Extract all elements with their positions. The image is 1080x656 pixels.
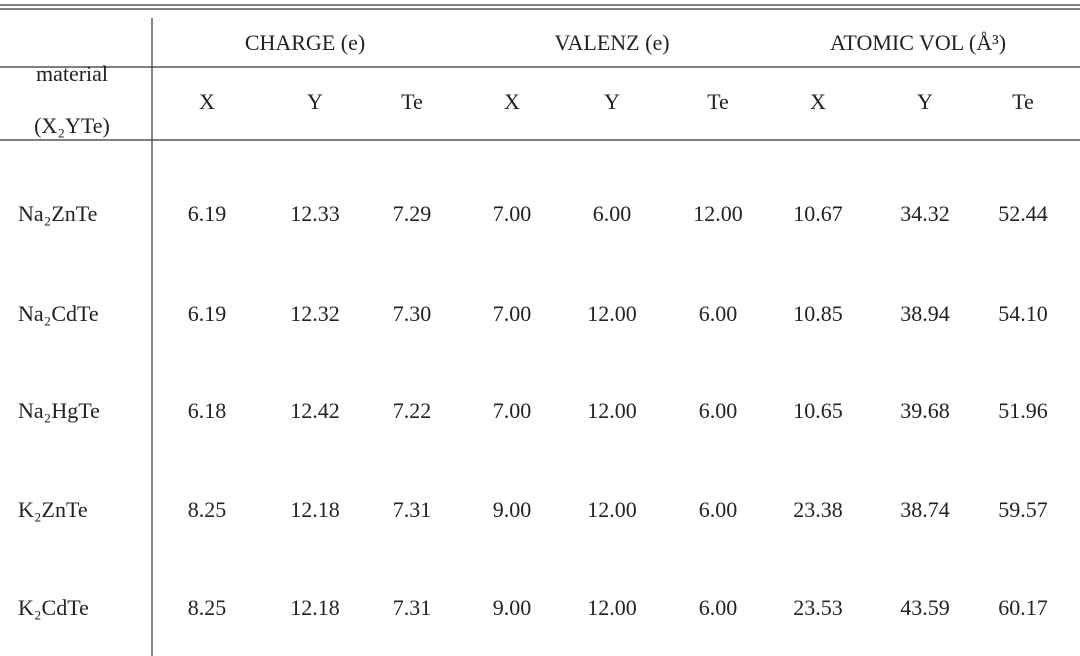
column-header: Y [917, 89, 933, 114]
cell: 51.96 [998, 398, 1048, 423]
cell: 39.68 [900, 398, 950, 423]
row-label: K₂CdTe [18, 595, 89, 620]
cell: 60.17 [998, 595, 1048, 620]
cell: 12.32 [290, 301, 340, 326]
cell: 12.33 [290, 201, 340, 226]
cell: 43.59 [900, 595, 950, 620]
cell: 7.29 [393, 201, 432, 226]
group-header: CHARGE (e) [245, 30, 365, 55]
column-header: Te [707, 89, 729, 114]
cell: 52.44 [998, 201, 1048, 226]
column-header: X [810, 89, 826, 114]
row-header: (X₂YTe) [34, 113, 110, 138]
row-header: material [36, 61, 108, 86]
group-header: VALENZ (e) [554, 30, 669, 55]
cell: 23.38 [793, 497, 843, 522]
cell: 12.18 [290, 595, 340, 620]
column-header: Y [604, 89, 620, 114]
cell: 12.00 [587, 595, 637, 620]
cell: 9.00 [493, 595, 532, 620]
cell: 54.10 [998, 301, 1048, 326]
cell: 10.85 [793, 301, 843, 326]
cell: 7.22 [393, 398, 432, 423]
cell: 6.00 [699, 398, 738, 423]
cell: 6.19 [188, 301, 227, 326]
cell: 12.00 [587, 497, 637, 522]
cell: 10.65 [793, 398, 843, 423]
cell: 10.67 [793, 201, 843, 226]
cell: 34.32 [900, 201, 950, 226]
cell: 7.00 [493, 201, 532, 226]
cell: 12.00 [587, 301, 637, 326]
column-header: Te [1012, 89, 1034, 114]
cell: 8.25 [188, 497, 227, 522]
cell: 7.30 [393, 301, 432, 326]
cell: 6.00 [699, 595, 738, 620]
column-header: Y [307, 89, 323, 114]
group-header: ATOMIC VOL (Å³) [830, 30, 1006, 55]
cell: 6.00 [593, 201, 632, 226]
cell: 6.00 [699, 497, 738, 522]
cell: 7.31 [393, 497, 432, 522]
cell: 8.25 [188, 595, 227, 620]
cell: 12.18 [290, 497, 340, 522]
cell: 7.00 [493, 398, 532, 423]
cell: 12.00 [587, 398, 637, 423]
cell: 12.00 [693, 201, 743, 226]
column-header: X [504, 89, 520, 114]
cell: 59.57 [998, 497, 1048, 522]
column-header: X [199, 89, 215, 114]
cell: 38.94 [900, 301, 950, 326]
row-label: K₂ZnTe [18, 497, 88, 522]
cell: 12.42 [290, 398, 340, 423]
cell: 23.53 [793, 595, 843, 620]
row-label: Na₂CdTe [18, 301, 99, 326]
row-label: Na₂HgTe [18, 398, 100, 423]
cell: 7.00 [493, 301, 532, 326]
row-label: Na₂ZnTe [18, 201, 97, 226]
cell: 6.18 [188, 398, 227, 423]
column-header: Te [401, 89, 423, 114]
cell: 7.31 [393, 595, 432, 620]
cell: 6.19 [188, 201, 227, 226]
cell: 38.74 [900, 497, 950, 522]
cell: 9.00 [493, 497, 532, 522]
cell: 6.00 [699, 301, 738, 326]
